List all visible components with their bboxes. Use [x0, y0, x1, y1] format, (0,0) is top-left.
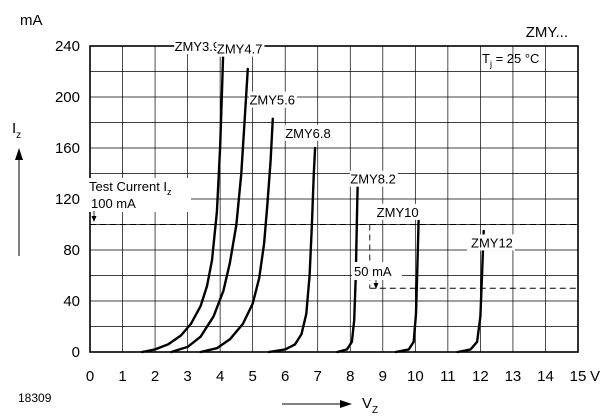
x-tick-label: 9 [379, 368, 387, 385]
x-axis-label: VZ [362, 395, 378, 416]
y-tick-label: 120 [55, 191, 80, 208]
series-label: ZMY4.7 [217, 42, 263, 57]
x-tick-label: 4 [216, 368, 224, 385]
y-tick-label: 200 [55, 89, 80, 106]
series-line-zmy12 [456, 229, 485, 354]
x-tick-label: 2 [151, 368, 159, 385]
x-tick-label: 15 [570, 368, 587, 385]
series-label-bg [216, 40, 265, 57]
secondary-current-marker [373, 280, 379, 289]
series-label: ZMY3.9 [175, 39, 221, 54]
series-label: ZMY8.2 [350, 172, 396, 187]
secondary-current-label: 50 mA [354, 264, 392, 279]
series-label: ZMY5.6 [249, 93, 295, 108]
series-label-bg [372, 203, 421, 220]
series-label-bg [466, 234, 515, 251]
series-line-zmy8-2 [336, 181, 359, 354]
x-tick-label: 3 [183, 368, 191, 385]
chart-subtitle: Tj = 25 °C [482, 51, 539, 69]
x-tick-label: 13 [505, 368, 522, 385]
x-tick-label: 5 [248, 368, 256, 385]
chart-title: ZMY... [526, 24, 568, 41]
test-current-label-bg [87, 178, 191, 212]
series-line-zmy4-7 [170, 67, 250, 354]
y-tick-label: 240 [55, 38, 80, 55]
x-tick-label: 8 [346, 368, 354, 385]
y-axis-arrow [15, 148, 23, 256]
x-axis-arrow [282, 400, 352, 408]
x-tick-label: 11 [440, 368, 456, 385]
series-group [140, 44, 485, 354]
test-current-label: Test Current Iz [89, 179, 172, 197]
y-tick-label: 160 [55, 140, 80, 157]
x-tick-label: 12 [472, 368, 489, 385]
series-line-zmy6-8 [267, 146, 317, 354]
x-tick-labels: 0 1 2 3 4 5 6 7 8 9 10 11 12 13 14 15 [86, 368, 587, 385]
x-tick-label: 6 [281, 368, 289, 385]
test-current-marker [91, 211, 97, 222]
series-label: ZMY6.8 [285, 126, 331, 141]
series-label-bg [248, 91, 297, 108]
x-tick-label: 1 [118, 368, 126, 385]
x-unit-label: V [590, 368, 600, 385]
y-axis-label: Iz [12, 120, 21, 141]
series-label-bg [349, 170, 398, 187]
reference-lines [90, 224, 578, 289]
series-line-zmy3-9 [140, 44, 225, 354]
secondary-label-bg [352, 262, 402, 280]
series-line-zmy5-6 [199, 117, 274, 354]
series-label-bg [174, 38, 223, 55]
y-tick-label: 80 [63, 242, 80, 259]
x-tick-label: 14 [537, 368, 554, 385]
x-tick-label: 0 [86, 368, 94, 385]
series-label: ZMY12 [471, 235, 513, 250]
series-label-bg [284, 124, 333, 141]
x-tick-label: 7 [314, 368, 322, 385]
test-current-value: 100 mA [91, 196, 136, 211]
series-label: ZMY10 [377, 205, 419, 220]
y-tick-labels: 0 40 80 120 160 200 240 [55, 38, 80, 361]
x-tick-label: 10 [407, 368, 424, 385]
figure-id: 18309 [18, 391, 52, 405]
y-tick-label: 40 [63, 293, 80, 310]
y-tick-label: 0 [72, 344, 80, 361]
series-line-zmy10 [394, 219, 420, 354]
y-unit-label: mA [20, 12, 43, 29]
